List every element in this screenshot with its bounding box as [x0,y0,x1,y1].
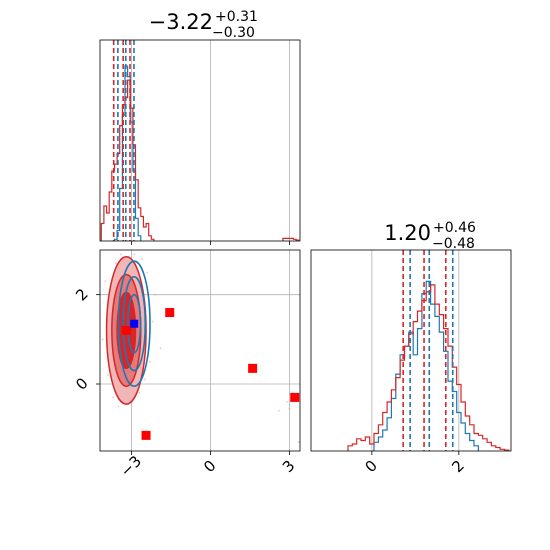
scatter-point [141,257,144,260]
scatter-point [133,253,136,256]
histogram-blue [113,65,142,241]
x-tick-label: −3 [117,452,145,480]
scatter-point [106,374,109,377]
scatter-point [120,253,123,256]
scatter-point [288,407,291,410]
red-square-marker [121,325,131,335]
grid-lines [131,40,290,241]
histogram-red [100,79,300,241]
red-square-marker [248,363,258,373]
histogram-red [347,284,510,451]
scatter-point [285,400,288,403]
scatter-panel-bottom-left: −3 0 3 0 2 [72,249,301,480]
panel-title-main: 1.20 [384,221,431,245]
red-square-marker [141,430,151,440]
blue-square-marker [130,319,139,328]
histogram-steps [347,280,510,451]
grid-lines [371,250,460,451]
scatter-point [297,441,300,444]
panel-title-sub: −0.30 [212,25,255,41]
red-density-contours [105,255,147,405]
scatter-point [104,280,107,283]
scatter-point [143,378,146,381]
scatter-point [138,391,141,394]
y-tick-label: 2 [72,285,91,304]
scatter-point [101,338,104,341]
panel-title-sub: −0.48 [432,236,475,252]
y-tick-label: 0 [72,374,91,393]
red-square-marker [165,308,175,318]
blue-contour [117,260,151,388]
panel-title-sup: +0.31 [215,9,258,25]
scatter-point [117,405,120,408]
panel-title-main: −3.22 [149,10,213,34]
axes-frame [99,249,301,452]
x-tick-marks [131,241,290,245]
quantile-lines [112,40,135,241]
axes-frame [310,249,512,452]
x-tick-label: 2 [448,457,467,476]
square-markers [121,308,300,440]
scatter-point [154,293,157,296]
histogram-steps [100,65,300,241]
scatter-point [114,262,117,265]
x-tick-label: 0 [361,457,380,476]
panel-title-sup: +0.46 [433,220,476,236]
blue-density-contours [117,260,151,388]
scatter-point [159,347,162,350]
scatter-point [151,320,154,323]
histogram-blue [373,280,479,451]
scatter-point [149,360,151,363]
scatter-point [146,271,149,274]
blue-contour [127,293,142,354]
axes-frame [99,39,301,242]
quantile-lines [402,250,454,451]
scatter-point [112,396,115,399]
blue-contour [122,276,147,372]
x-tick-label: 3 [279,457,298,476]
x-tick-label: 0 [200,457,219,476]
hist-panel-top-left: −3.22 +0.31 −0.30 [99,9,301,245]
red-square-marker [290,392,300,402]
scatter-point [277,409,280,412]
